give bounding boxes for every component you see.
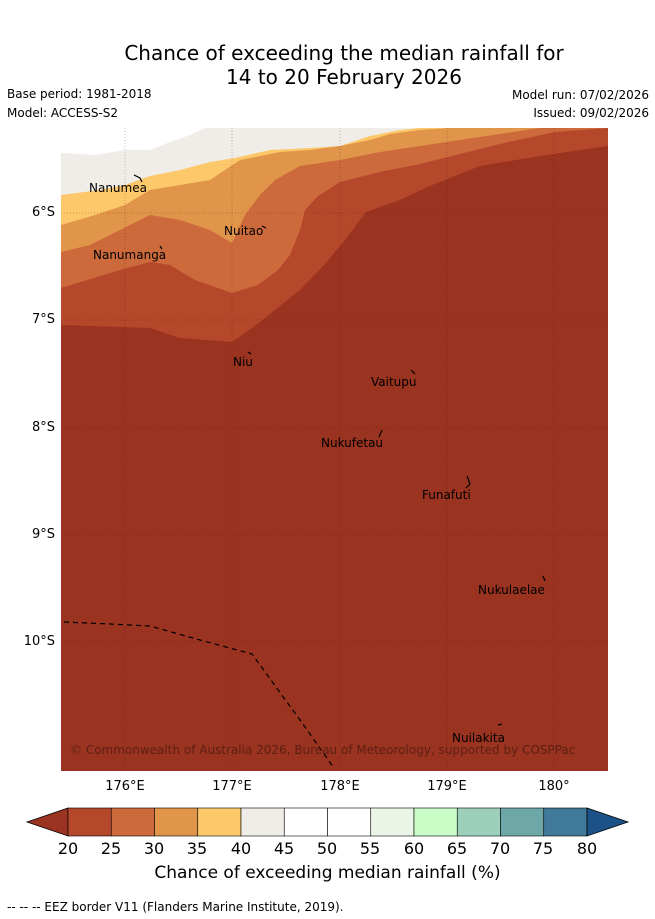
lon-label-176e: 176°E	[105, 779, 145, 794]
colorbar-tick: 55	[359, 839, 381, 858]
base-period: Base period: 1981-2018	[7, 87, 152, 101]
lon-label-179e: 179°E	[427, 779, 467, 794]
place-label-funafuti: Funafuti	[422, 488, 471, 502]
map-title-line1: Chance of exceeding the median rainfall …	[124, 41, 564, 65]
colorbar-swatch	[67, 807, 112, 837]
model-run-date: Model run: 07/02/2026	[511, 88, 649, 102]
lat-label-10s: 10°S	[23, 634, 55, 649]
colorbar-under-arrow	[25, 807, 69, 837]
map-title-line2: 14 to 20 February 2026	[226, 65, 462, 89]
colorbar-swatch	[500, 807, 545, 837]
colorbar-tick: 30	[143, 839, 165, 858]
colorbar-swatch	[370, 807, 415, 837]
colorbar-tick: 75	[532, 839, 554, 858]
colorbar-tick: 50	[316, 839, 338, 858]
eez-border	[63, 621, 335, 769]
place-label-nuilakita: Nuilakita	[452, 731, 505, 745]
place-label-nuitao: Nuitao	[224, 224, 263, 238]
colorbar-swatch	[197, 807, 242, 837]
colorbar-swatch	[283, 807, 328, 837]
colorbar-label: Chance of exceeding median rainfall (%)	[154, 863, 501, 883]
colorbar-swatch	[240, 807, 285, 837]
colorbar-swatch	[110, 807, 155, 837]
colorbar-tick: 80	[576, 839, 598, 858]
colorbar-swatch	[327, 807, 372, 837]
place-label-vaitupu: Vaitupu	[371, 375, 417, 389]
colorbar-tick: 20	[57, 839, 79, 858]
lon-label-178e: 178°E	[320, 779, 360, 794]
place-label-nukufetau: Nukufetau	[321, 436, 383, 450]
colorbar-tick: 40	[230, 839, 252, 858]
lat-label-7s: 7°S	[31, 312, 55, 327]
lat-label-6s: 6°S	[31, 205, 55, 220]
place-label-nanumanga: Nanumanga	[93, 248, 166, 262]
colorbar-tick: 35	[186, 839, 208, 858]
colorbar-tick: 65	[446, 839, 468, 858]
island-shapes	[133, 174, 546, 726]
colorbar-swatch	[413, 807, 458, 837]
colorbar-tick: 45	[273, 839, 295, 858]
graticule	[61, 128, 608, 771]
colorbar	[25, 807, 630, 837]
lat-label-8s: 8°S	[31, 420, 55, 435]
colorbar-over-arrow	[586, 807, 630, 837]
lat-label-9s: 9°S	[31, 527, 55, 542]
colorbar-tick: 25	[100, 839, 122, 858]
map-region-nodata	[61, 128, 205, 155]
colorbar-tick: 70	[489, 839, 511, 858]
colorbar-swatch	[456, 807, 501, 837]
lon-label-180: 180°	[538, 779, 570, 794]
place-label-nanumea: Nanumea	[89, 181, 147, 195]
colorbar-swatch	[543, 807, 588, 837]
eez-footnote: -- -- -- EEZ border V11 (Flanders Marine…	[7, 900, 344, 914]
issued-date: Issued: 09/02/2026	[533, 106, 649, 120]
lon-label-177e: 177°E	[212, 779, 252, 794]
model-name: Model: ACCESS-S2	[7, 106, 119, 120]
colorbar-swatch	[154, 807, 199, 837]
place-label-nukulaelae: Nukulaelae	[478, 583, 545, 597]
place-label-niu: Niu	[233, 355, 253, 369]
colorbar-tick: 60	[403, 839, 425, 858]
copyright-notice: © Commonwealth of Australia 2026, Bureau…	[70, 743, 575, 757]
